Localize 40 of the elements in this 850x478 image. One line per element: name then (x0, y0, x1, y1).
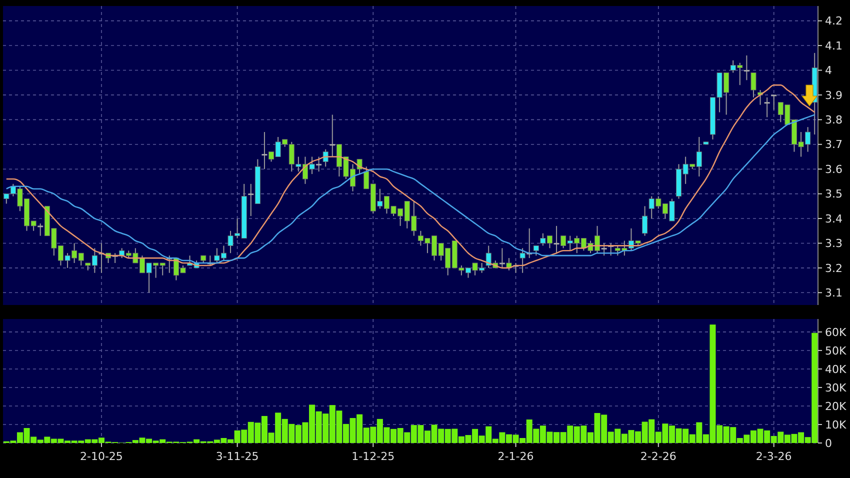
x-tick-label: 2-3-26 (756, 450, 792, 463)
x-tick-label: 1-12-25 (352, 450, 395, 463)
candlestick (330, 114, 336, 158)
x-tick-label: 2-2-26 (640, 450, 676, 463)
y-tick-label: 3.1 (825, 286, 842, 300)
x-tick-label: 2-1-26 (498, 450, 534, 463)
candlestick (520, 248, 526, 274)
x-tick-label: 3-11-25 (216, 450, 259, 463)
y-tick-label: 3.9 (825, 88, 842, 102)
y-tick-label: 3.8 (825, 114, 842, 127)
candlestick (771, 94, 777, 110)
candlestick (554, 225, 560, 254)
candlestick (750, 72, 756, 98)
candlestick (533, 245, 539, 256)
candlestick (744, 54, 750, 81)
candlestick (248, 183, 254, 217)
y-tick-label: 3.5 (825, 188, 842, 201)
y-tick-label: 10K (825, 418, 847, 432)
y-tick-label: 30K (825, 381, 847, 394)
y-tick-label: 3.2 (825, 262, 842, 275)
y-tick-label: 4 (825, 64, 832, 78)
y-tick-label: 20K (825, 400, 847, 413)
y-tick-label: 50K (825, 344, 847, 358)
y-tick-label: 4.2 (825, 14, 842, 28)
candlestick (38, 222, 44, 236)
candlestick (262, 132, 268, 170)
y-tick-label: 40K (825, 362, 847, 376)
y-tick-label: 3.7 (825, 138, 842, 152)
y-tick-label: 3.6 (825, 162, 842, 176)
candlestick (764, 96, 770, 118)
y-tick-label: 60K (825, 326, 847, 339)
candlestick (642, 206, 648, 236)
y-tick-label: 3.4 (825, 212, 842, 226)
y-tick-label: 3.3 (825, 237, 842, 250)
x-tick-label: 2-10-25 (80, 450, 123, 463)
y-tick-label: 4.1 (825, 39, 842, 52)
candlestick (316, 156, 322, 172)
candlestick (499, 248, 505, 268)
candlestick (601, 242, 607, 256)
y-tick-label: 0 (825, 436, 832, 450)
